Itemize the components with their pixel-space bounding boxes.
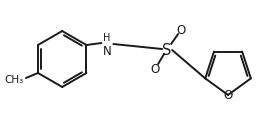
Text: O: O — [223, 89, 233, 102]
Text: S: S — [162, 42, 172, 57]
Text: H: H — [103, 33, 111, 43]
Text: O: O — [150, 63, 160, 76]
Text: O: O — [176, 23, 186, 36]
Text: N: N — [102, 45, 111, 58]
Text: CH₃: CH₃ — [5, 74, 24, 84]
